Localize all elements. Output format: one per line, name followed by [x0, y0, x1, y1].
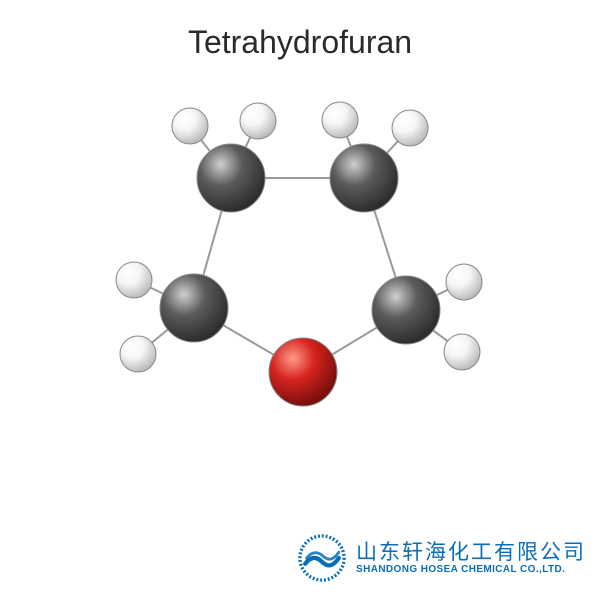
company-logo-icon: [298, 534, 346, 582]
bond: [431, 329, 449, 342]
atom-c: [330, 144, 398, 212]
atoms-group: [116, 102, 482, 406]
bond: [221, 324, 276, 356]
bond: [373, 208, 396, 280]
atom-h: [240, 103, 276, 139]
atom-o: [269, 338, 337, 406]
company-name-en: SHANDONG HOSEA CHEMICAL CO.,LTD.: [356, 564, 586, 575]
atom-h: [172, 108, 208, 144]
molecule-diagram: [0, 0, 600, 600]
company-name-cn: 山东轩海化工有限公司: [356, 541, 586, 564]
atom-h: [322, 102, 358, 138]
atom-h: [116, 262, 152, 298]
bond: [203, 208, 223, 278]
footer: 山东轩海化工有限公司 SHANDONG HOSEA CHEMICAL CO.,L…: [298, 534, 586, 582]
atom-h: [392, 110, 428, 146]
atom-h: [446, 264, 482, 300]
atom-h: [120, 336, 156, 372]
bond: [151, 328, 170, 344]
atom-c: [372, 276, 440, 344]
atom-c: [160, 274, 228, 342]
company-name: 山东轩海化工有限公司 SHANDONG HOSEA CHEMICAL CO.,L…: [356, 541, 586, 575]
bond: [330, 326, 379, 356]
atom-h: [444, 334, 480, 370]
atom-c: [197, 144, 265, 212]
